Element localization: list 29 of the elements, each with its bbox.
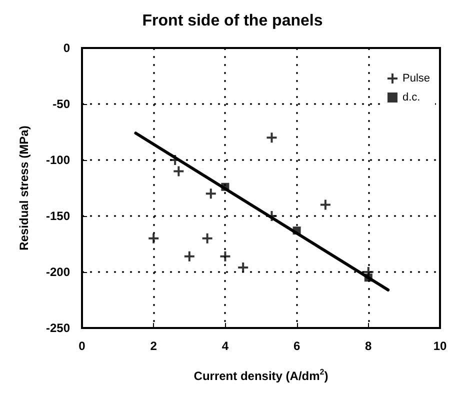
chart-title: Front side of the panels	[142, 12, 323, 30]
x-tick-label: 6	[293, 339, 300, 353]
y-tick-label: -150	[46, 209, 70, 223]
point	[266, 211, 277, 221]
point	[221, 182, 230, 191]
x-tick-label: 4	[222, 339, 229, 353]
point	[266, 132, 277, 143]
y-axis-title: Residual stress (MPa)	[17, 126, 31, 250]
point	[220, 251, 230, 262]
y-tick-label: 0	[63, 41, 70, 55]
x-tick-label: 10	[433, 339, 447, 353]
y-tick-label: -50	[52, 97, 70, 111]
point	[238, 262, 248, 273]
x-tick-label: 0	[78, 339, 86, 353]
x-tick-label: 2	[150, 339, 158, 353]
y-tick-label: -200	[46, 265, 70, 279]
point	[292, 226, 301, 235]
y-tick-label: -250	[46, 321, 70, 335]
point	[202, 233, 212, 244]
y-tick-label: -100	[46, 153, 70, 167]
point	[364, 274, 372, 282]
x-tick-label: 8	[365, 339, 372, 353]
point	[206, 188, 216, 199]
point	[148, 233, 159, 244]
point	[320, 200, 330, 210]
point	[184, 251, 194, 262]
point	[174, 166, 184, 176]
legend-label: Pulse	[402, 72, 430, 84]
legend-label: d.c.	[402, 92, 420, 104]
